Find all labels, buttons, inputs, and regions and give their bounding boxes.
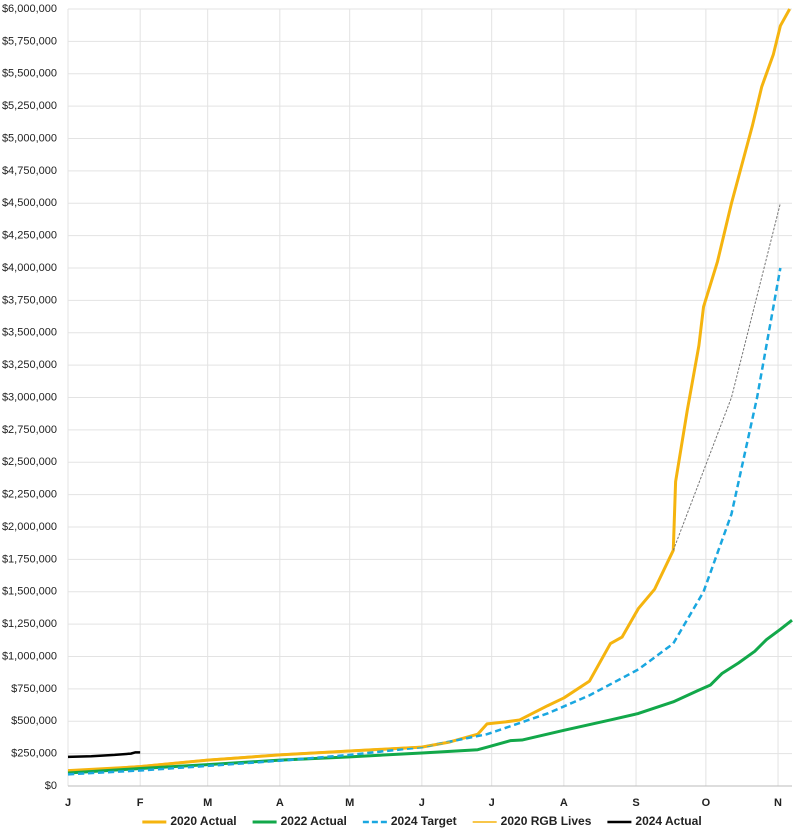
y-tick-label: $0 bbox=[45, 780, 57, 792]
legend-label: 2022 Actual bbox=[281, 814, 347, 828]
y-tick-label: $2,500,000 bbox=[2, 456, 57, 468]
legend-label: 2024 Actual bbox=[635, 814, 701, 828]
x-tick-label: N bbox=[774, 797, 782, 809]
x-tick-label: F bbox=[137, 797, 144, 809]
y-tick-label: $5,500,000 bbox=[2, 68, 57, 80]
y-tick-label: $2,250,000 bbox=[2, 489, 57, 501]
x-tick-label: A bbox=[276, 797, 284, 809]
x-tick-label: J bbox=[65, 797, 71, 809]
legend-label: 2020 RGB Lives bbox=[501, 814, 592, 828]
x-tick-label: O bbox=[702, 797, 711, 809]
series-line bbox=[67, 751, 141, 759]
series-line bbox=[67, 619, 793, 775]
x-tick-label: M bbox=[345, 797, 354, 809]
y-tick-label: $1,250,000 bbox=[2, 618, 57, 630]
y-tick-label: $3,750,000 bbox=[2, 294, 57, 306]
y-tick-label: $3,500,000 bbox=[2, 327, 57, 339]
y-tick-label: $750,000 bbox=[11, 683, 57, 695]
y-tick-label: $1,750,000 bbox=[2, 553, 57, 565]
y-tick-label: $5,250,000 bbox=[2, 100, 57, 112]
y-tick-label: $250,000 bbox=[11, 748, 57, 760]
y-tick-label: $3,250,000 bbox=[2, 359, 57, 371]
x-tick-label: A bbox=[560, 797, 568, 809]
legend-label: 2020 Actual bbox=[170, 814, 236, 828]
series-line bbox=[67, 8, 791, 774]
y-tick-label: $2,000,000 bbox=[2, 521, 57, 533]
y-tick-label: $1,500,000 bbox=[2, 586, 57, 598]
y-tick-label: $5,750,000 bbox=[2, 35, 57, 47]
y-tick-label: $500,000 bbox=[11, 715, 57, 727]
x-tick-label: M bbox=[203, 797, 212, 809]
y-tick-label: $4,000,000 bbox=[2, 262, 57, 274]
x-tick-label: J bbox=[489, 797, 495, 809]
x-tick-label: S bbox=[632, 797, 639, 809]
y-tick-label: $3,000,000 bbox=[2, 391, 57, 403]
series-line bbox=[672, 203, 781, 551]
y-tick-label: $5,000,000 bbox=[2, 132, 57, 144]
x-tick-label: J bbox=[419, 797, 425, 809]
y-tick-label: $4,750,000 bbox=[2, 165, 57, 177]
y-tick-label: $6,000,000 bbox=[2, 3, 57, 15]
y-tick-label: $1,000,000 bbox=[2, 650, 57, 662]
series-line bbox=[67, 267, 782, 776]
y-tick-label: $4,500,000 bbox=[2, 197, 57, 209]
legend-label: 2024 Target bbox=[391, 814, 457, 828]
y-tick-label: $4,250,000 bbox=[2, 230, 57, 242]
y-tick-label: $2,750,000 bbox=[2, 424, 57, 436]
series-line bbox=[67, 741, 450, 771]
